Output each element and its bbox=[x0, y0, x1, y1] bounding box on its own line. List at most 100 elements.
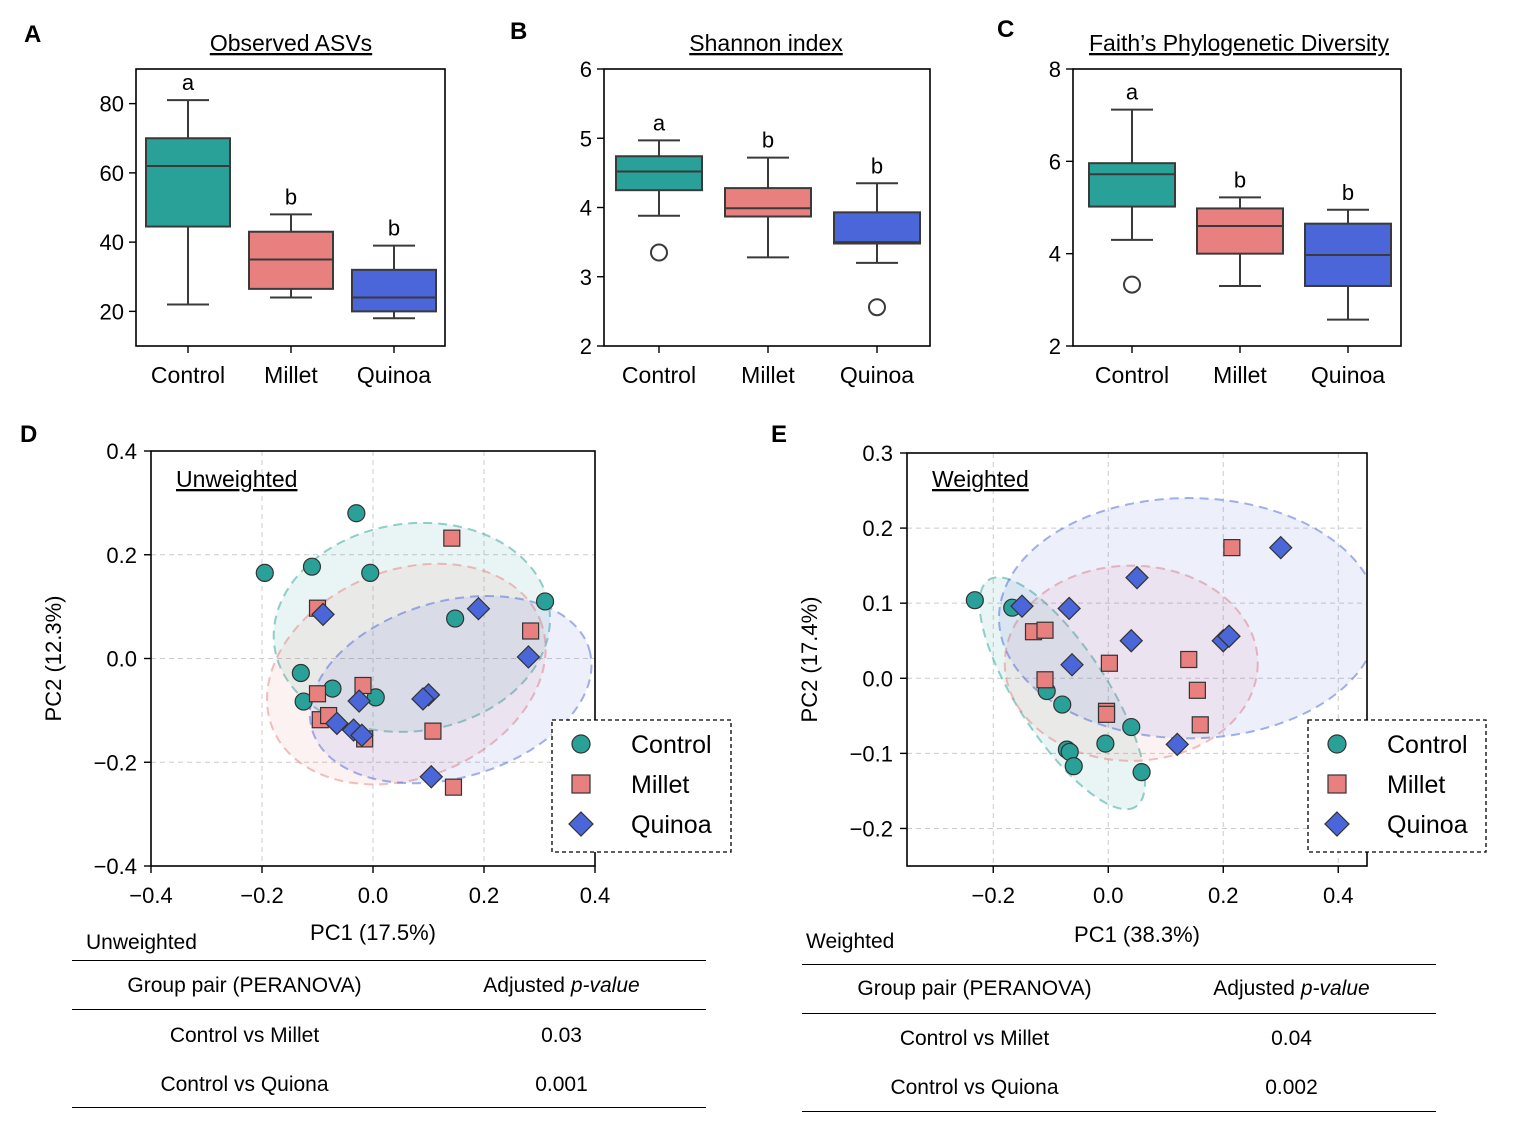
box-control bbox=[1088, 162, 1176, 208]
x-tick-label: −0.2 bbox=[240, 883, 283, 908]
header-italic: p-value bbox=[570, 974, 640, 997]
legend-marker-control bbox=[1327, 734, 1347, 754]
y-tick-label: −0.1 bbox=[850, 741, 893, 766]
ellipse-quinoa bbox=[998, 497, 1367, 740]
y-tick-label: 2 bbox=[580, 334, 592, 359]
y-tick-label: 0.0 bbox=[862, 666, 893, 691]
point-control bbox=[1122, 717, 1141, 737]
box-millet bbox=[1196, 207, 1284, 255]
point-millet bbox=[1097, 705, 1116, 723]
table-unweighted: Unweighted Group pair (PERANOVA) Adjuste… bbox=[72, 928, 706, 1113]
table-rule-mid bbox=[72, 1009, 706, 1010]
y-tick-label: 60 bbox=[100, 161, 124, 186]
header-prefix: Adjusted bbox=[1213, 977, 1301, 1000]
y-tick-label: 6 bbox=[1049, 149, 1061, 174]
point-control bbox=[255, 563, 274, 583]
x-axis-label: PC1 (38.3%) bbox=[1074, 922, 1200, 947]
y-tick-label: 2 bbox=[1049, 334, 1061, 359]
y-tick-label: 0.1 bbox=[862, 591, 893, 616]
panel-label-a: A bbox=[24, 21, 41, 48]
legend-label: Quinoa bbox=[1387, 811, 1468, 839]
y-tick-label: −0.2 bbox=[850, 816, 893, 841]
table-header-pvalue: Adjusted p-value bbox=[417, 974, 706, 998]
y-tick-label: 0.2 bbox=[106, 543, 137, 568]
chart-title: Faith’s Phylogenetic Diversity bbox=[1089, 30, 1389, 56]
x-tick-label: 0.4 bbox=[1323, 883, 1354, 908]
legend-label: Millet bbox=[1387, 771, 1445, 799]
x-tick-label: Quinoa bbox=[840, 362, 914, 388]
y-tick-label: −0.4 bbox=[94, 854, 137, 879]
point-control bbox=[1096, 734, 1115, 753]
panel-label-c: C bbox=[997, 16, 1014, 43]
y-axis-label: PC2 (17.4%) bbox=[797, 597, 822, 723]
x-tick-label: Control bbox=[622, 362, 696, 388]
legend-label: Millet bbox=[631, 771, 689, 799]
point-millet bbox=[1036, 671, 1054, 689]
table-row-p: 0.03 bbox=[541, 1024, 582, 1047]
point-control bbox=[302, 557, 322, 576]
table-header-pair: Group pair (PERANOVA) bbox=[127, 974, 362, 997]
table-rule-top bbox=[72, 960, 706, 961]
header-prefix: Adjusted bbox=[483, 974, 571, 997]
point-quinoa bbox=[347, 689, 371, 713]
point-control bbox=[291, 663, 310, 683]
point-control bbox=[965, 591, 984, 610]
outlier-point bbox=[868, 298, 886, 317]
point-millet bbox=[1188, 681, 1206, 699]
point-millet bbox=[1223, 539, 1241, 557]
point-millet bbox=[424, 722, 442, 740]
x-tick-label: 0.0 bbox=[1093, 883, 1124, 908]
point-quinoa bbox=[1119, 628, 1144, 653]
ellipse-quinoa bbox=[308, 594, 593, 785]
x-tick-label: Control bbox=[151, 362, 225, 388]
significance-letter: b bbox=[1342, 180, 1354, 205]
point-control bbox=[1053, 695, 1072, 714]
significance-letter: b bbox=[285, 184, 297, 209]
table-row-p: 0.04 bbox=[1271, 1027, 1312, 1050]
point-quinoa bbox=[311, 602, 335, 627]
legend-marker-quinoa bbox=[1324, 811, 1350, 837]
box-control bbox=[615, 155, 703, 192]
box-quinoa bbox=[351, 268, 437, 313]
point-quinoa bbox=[1060, 652, 1084, 677]
significance-letter: b bbox=[871, 153, 883, 178]
point-control bbox=[535, 592, 555, 611]
panel-label-d: D bbox=[20, 421, 37, 448]
x-tick-label: Quinoa bbox=[1311, 362, 1385, 388]
point-control bbox=[1064, 757, 1083, 776]
table-row-pair: Control vs Quiona bbox=[890, 1076, 1059, 1099]
y-tick-label: 0.4 bbox=[106, 439, 137, 464]
annotation-label: Unweighted bbox=[176, 466, 297, 492]
legend-label: Quinoa bbox=[631, 811, 712, 839]
y-tick-label: 0.2 bbox=[862, 516, 893, 541]
significance-letter: b bbox=[388, 216, 400, 241]
x-tick-label: Millet bbox=[264, 362, 318, 388]
header-italic: p-value bbox=[1300, 977, 1370, 1000]
point-quinoa bbox=[1165, 732, 1190, 757]
y-tick-label: 80 bbox=[100, 92, 124, 117]
point-control bbox=[446, 609, 465, 628]
table-weighted: Weighted Group pair (PERANOVA) Adjusted … bbox=[802, 928, 1436, 1115]
boxplot-shannon-index: Shannon index 2 3 4 5 6 a Control b Millet b Quinoa bbox=[580, 30, 931, 388]
point-quinoa bbox=[350, 723, 374, 748]
significance-letter: a bbox=[1126, 80, 1139, 105]
table-caption: Weighted bbox=[806, 930, 895, 953]
table-rule-bottom bbox=[802, 1111, 1436, 1112]
x-tick-label: 0.2 bbox=[1208, 883, 1239, 908]
y-tick-label: 4 bbox=[1049, 242, 1061, 267]
table-rule-top bbox=[802, 964, 1436, 965]
x-tick-label: 0.4 bbox=[580, 883, 611, 908]
boxplot-faith-pd: Faith’s Phylogenetic Diversity 2 4 6 8 a Contr… bbox=[1049, 30, 1402, 388]
legend-marker-control bbox=[571, 734, 591, 754]
box-quinoa bbox=[833, 211, 921, 245]
outlier-point bbox=[1123, 275, 1141, 294]
point-millet bbox=[443, 529, 461, 547]
plot-frame bbox=[1072, 68, 1402, 347]
y-tick-label: 0.0 bbox=[106, 647, 137, 672]
x-tick-label: 0.2 bbox=[469, 883, 500, 908]
point-quinoa bbox=[325, 711, 349, 736]
y-tick-label: 3 bbox=[580, 265, 592, 290]
point-quinoa bbox=[516, 645, 541, 669]
significance-letter: a bbox=[182, 70, 195, 95]
y-tick-label: 0.3 bbox=[862, 441, 893, 466]
